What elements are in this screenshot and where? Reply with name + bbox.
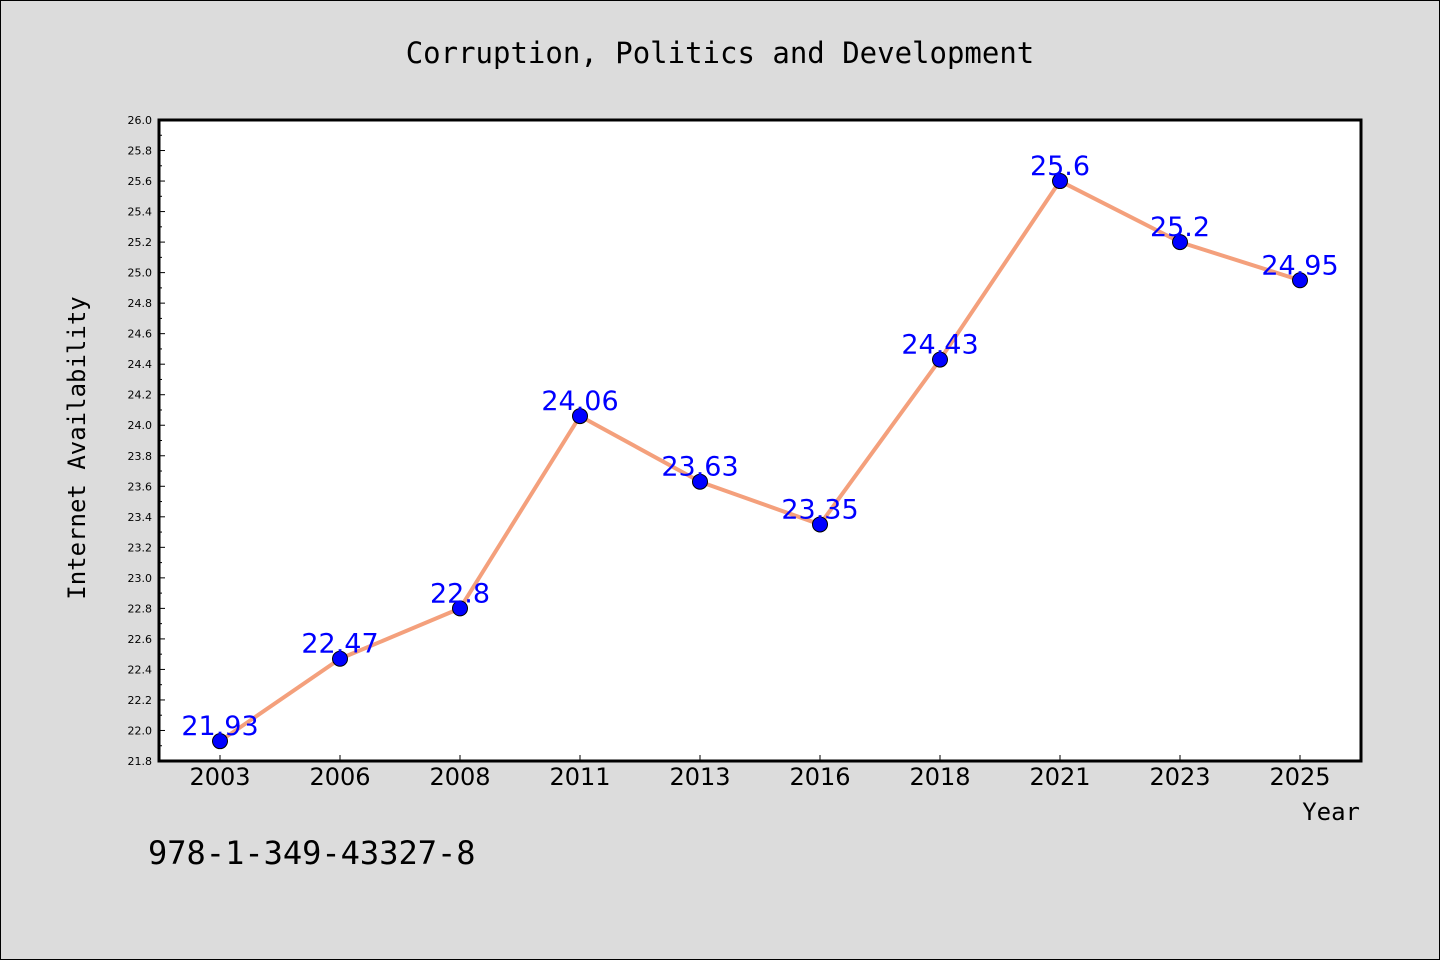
y-tick-label: 21.8 — [128, 755, 153, 768]
y-tick-label: 23.8 — [128, 450, 153, 463]
x-tick-label: 2006 — [309, 763, 370, 791]
data-point — [1172, 234, 1188, 251]
data-label: 23.63 — [661, 452, 738, 483]
data-label: 22.8 — [430, 578, 490, 609]
x-tick-label: 2021 — [1029, 763, 1090, 791]
data-point — [692, 473, 708, 490]
data-point — [1052, 173, 1068, 190]
y-tick-label: 25.0 — [128, 267, 153, 280]
x-axis: 2003 2006 2008 2011 2013 2016 2018 2021 2023 2025 — [189, 755, 1331, 791]
data-point — [812, 516, 828, 533]
y-tick-label: 24.8 — [128, 297, 153, 310]
data-point — [332, 650, 348, 667]
y-tick-label: 22.2 — [128, 694, 153, 707]
data-point — [932, 351, 948, 368]
y-tick-label: 23.6 — [128, 480, 153, 493]
x-tick-label: 2016 — [789, 763, 850, 791]
y-tick-label: 25.8 — [128, 145, 153, 158]
x-tick-label: 2003 — [189, 763, 250, 791]
x-tick-label: 2018 — [909, 763, 970, 791]
data-label: 24.95 — [1261, 250, 1338, 281]
x-tick-label: 2013 — [669, 763, 730, 791]
data-label: 25.2 — [1150, 212, 1210, 243]
y-tick-label: 24.0 — [128, 419, 153, 432]
y-tick-label: 22.0 — [128, 724, 153, 737]
y-tick-label: 22.4 — [128, 663, 153, 676]
y-axis-label: Internet Availability — [63, 296, 91, 599]
series-line — [218, 179, 1301, 743]
data-point — [1292, 272, 1308, 289]
data-label: 21.93 — [181, 711, 258, 742]
data-point — [572, 408, 588, 425]
y-tick-label: 22.8 — [128, 602, 153, 615]
data-label: 24.06 — [541, 386, 618, 417]
x-tick-label: 2023 — [1149, 763, 1210, 791]
data-label: 25.6 — [1030, 151, 1090, 182]
data-label: 22.47 — [301, 629, 378, 660]
x-tick-label: 2011 — [549, 763, 610, 791]
x-tick-label: 2025 — [1269, 763, 1330, 791]
data-label: 24.43 — [901, 330, 978, 361]
y-axis: 21.8 22.0 22.2 22.4 22.6 22.8 23.0 23.2 23.4 23.6… — [128, 114, 165, 768]
y-tick-label: 24.2 — [128, 389, 153, 402]
data-label: 23.35 — [781, 494, 858, 525]
x-tick-label: 2008 — [429, 763, 490, 791]
data-point — [452, 600, 468, 617]
isbn-text: 978-1-349-43327-8 — [148, 834, 476, 872]
y-tick-label: 24.6 — [128, 328, 153, 341]
data-point — [212, 733, 228, 750]
y-tick-label: 24.4 — [128, 358, 153, 371]
y-tick-label: 25.2 — [128, 236, 153, 249]
data-labels: 21.93 22.47 22.8 24.06 23.63 23.35 24.43 25.6 25… — [181, 151, 1338, 742]
y-tick-label: 26.0 — [128, 114, 153, 127]
y-tick-label: 23.0 — [128, 572, 153, 585]
chart-title: Corruption, Politics and Development — [406, 36, 1035, 70]
series-markers — [212, 173, 1308, 750]
y-tick-label: 23.4 — [128, 511, 153, 524]
y-tick-label: 25.6 — [128, 175, 153, 188]
plot-area — [157, 118, 1363, 763]
y-tick-label: 22.6 — [128, 633, 153, 646]
y-tick-label: 23.2 — [128, 541, 153, 554]
x-axis-label: Year — [1302, 798, 1360, 826]
y-tick-label: 25.4 — [128, 206, 153, 219]
